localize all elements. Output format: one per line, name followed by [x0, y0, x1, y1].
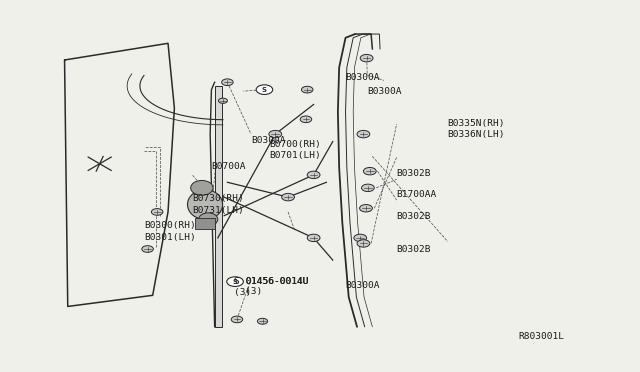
Circle shape	[300, 116, 312, 123]
Circle shape	[357, 131, 370, 138]
Text: B0300A: B0300A	[367, 87, 402, 96]
Text: B0300A: B0300A	[346, 280, 380, 289]
Circle shape	[257, 318, 268, 324]
Ellipse shape	[188, 190, 223, 219]
Circle shape	[354, 234, 367, 241]
Text: B0300A: B0300A	[251, 136, 285, 145]
Circle shape	[282, 193, 294, 201]
Circle shape	[269, 131, 282, 138]
Circle shape	[360, 54, 373, 62]
Circle shape	[227, 277, 243, 286]
Circle shape	[256, 85, 273, 94]
Text: B0700A: B0700A	[211, 162, 246, 171]
Circle shape	[301, 86, 313, 93]
Text: R803001L: R803001L	[518, 333, 564, 341]
Text: B0300A: B0300A	[346, 73, 380, 82]
Text: B0700(RH)
B0701(LH): B0700(RH) B0701(LH)	[269, 140, 321, 160]
Circle shape	[142, 246, 154, 252]
FancyBboxPatch shape	[195, 218, 214, 229]
Circle shape	[360, 205, 372, 212]
Text: B0302B: B0302B	[397, 245, 431, 254]
Circle shape	[362, 184, 374, 192]
Text: S 01456-0014U
(3): S 01456-0014U (3)	[234, 277, 308, 297]
Circle shape	[221, 79, 233, 86]
FancyBboxPatch shape	[214, 86, 222, 327]
Circle shape	[152, 209, 163, 215]
Ellipse shape	[198, 213, 218, 226]
Text: B0335N(RH)
B0336N(LH): B0335N(RH) B0336N(LH)	[448, 119, 505, 139]
Text: B1700AA: B1700AA	[397, 190, 437, 199]
Circle shape	[364, 167, 376, 175]
Text: B0302B: B0302B	[397, 212, 431, 221]
Circle shape	[307, 234, 320, 241]
Ellipse shape	[191, 180, 213, 195]
Text: B0302B: B0302B	[397, 169, 431, 178]
Circle shape	[231, 316, 243, 323]
Text: S: S	[262, 87, 267, 93]
Text: S: S	[232, 279, 237, 285]
Circle shape	[218, 98, 227, 103]
Text: B0300(RH)
B0301(LH): B0300(RH) B0301(LH)	[145, 221, 196, 242]
Circle shape	[357, 240, 370, 247]
Text: 01456-0014U
(3): 01456-0014U (3)	[245, 277, 308, 296]
Text: B0730(RH)
B0731(LH): B0730(RH) B0731(LH)	[192, 194, 244, 215]
Circle shape	[307, 171, 320, 179]
